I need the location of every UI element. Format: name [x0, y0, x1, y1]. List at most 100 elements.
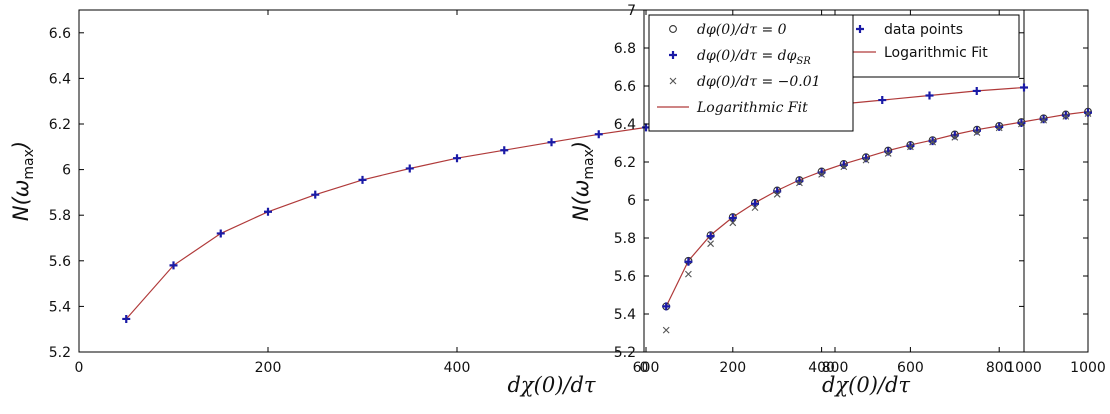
x-tick-label: 1000 — [1070, 360, 1106, 376]
y-axis-label-main: N(ω — [9, 180, 33, 222]
y-tick-label: 6 — [627, 193, 636, 209]
data-point-plus — [1020, 83, 1028, 92]
x-tick-label: 800 — [822, 360, 849, 376]
data-point-plus — [995, 122, 1004, 131]
data-point-plus — [453, 154, 461, 163]
legend-entry-text: dφ(0)/dτ = dφ — [697, 48, 797, 64]
x-axis-label: dχ(0)/dτ — [822, 373, 910, 397]
legend-entry-subscript: SR — [796, 56, 811, 67]
y-axis-label: N(ωmax) — [9, 141, 37, 221]
x-axis-label: dχ(0)/dτ — [507, 373, 595, 397]
data-point-x — [685, 270, 692, 278]
data-point-plus — [906, 141, 915, 150]
data-point-plus — [500, 146, 509, 155]
legend-entry-text: Logarithmic Fit — [884, 45, 988, 61]
y-tick-label: 5.8 — [49, 208, 71, 224]
plot-frame — [78, 9, 1025, 353]
legend-swatch-circle — [669, 25, 677, 33]
data-point-plus — [928, 137, 937, 146]
x-tick-label: 200 — [719, 360, 746, 376]
data-point-plus — [662, 302, 671, 311]
data-point-x — [751, 204, 759, 211]
data-point-plus — [878, 96, 887, 105]
legend-entry-text: dφ(0)/dτ = 0 — [697, 22, 787, 38]
data-point-x — [1040, 116, 1047, 124]
data-point-plus — [751, 199, 759, 208]
data-point-x — [1062, 113, 1070, 120]
data-point-plus — [925, 91, 934, 100]
y-tick-label: 6.6 — [614, 79, 636, 95]
data-point-plus — [728, 214, 737, 223]
data-point-plus — [169, 261, 178, 270]
y-axis-label-close: ) — [569, 141, 593, 151]
y-tick-label: 5.4 — [614, 307, 636, 323]
x-tick-label: 600 — [897, 360, 924, 376]
y-tick-label: 6.2 — [49, 117, 71, 133]
legend-entry-label: Logarithmic Fit — [696, 100, 808, 116]
data-point-x — [862, 156, 870, 164]
data-point-x — [907, 143, 914, 151]
data-point-x — [1018, 120, 1025, 128]
data-point-plus — [547, 138, 556, 147]
y-tick-label: 6 — [62, 163, 71, 179]
series-line-fit — [125, 86, 1025, 320]
legend-entry-text: dφ(0)/dτ = −0.01 — [697, 74, 821, 90]
y-tick-label: 5.6 — [614, 269, 636, 285]
x-tick-label: 600 — [633, 360, 660, 376]
x-tick-label: 400 — [808, 360, 835, 376]
legend-entry-label: dφ(0)/dτ = dφSR — [697, 48, 811, 67]
legend-entry-text: Logarithmic Fit — [696, 100, 808, 116]
data-point-plus — [972, 86, 981, 95]
x-tick-label: 400 — [444, 360, 471, 376]
x-tick-label: 1000 — [1006, 360, 1042, 376]
data-point-x — [1084, 110, 1092, 117]
y-axis-label-close: ) — [9, 141, 33, 151]
legend-swatch-x — [669, 77, 677, 85]
data-point-x — [662, 326, 670, 334]
y-tick-label: 5.2 — [614, 345, 636, 361]
y-tick-label: 6.4 — [614, 117, 636, 133]
data-point-x — [884, 150, 892, 157]
data-point-plus — [216, 229, 225, 238]
right-chart: 0 200 400 600 800 10005.25.45.65.866.26.46.66… — [569, 3, 1106, 397]
data-point-plus — [311, 190, 320, 199]
y-axis-label-sub: max — [21, 149, 37, 180]
data-point-plus — [358, 175, 367, 184]
data-point-x — [973, 129, 981, 136]
x-tick-label: 800 — [986, 360, 1013, 376]
y-tick-label: 5.2 — [49, 345, 71, 361]
plot-frame — [643, 9, 1089, 353]
data-point-plus — [684, 257, 693, 266]
data-point-x — [840, 163, 848, 171]
y-axis-label: N(ωmax) — [569, 141, 597, 221]
legend-entry-label: data points — [884, 22, 963, 38]
data-point-x — [929, 138, 936, 146]
data-point-plus — [706, 232, 715, 241]
data-point-plus — [405, 164, 414, 173]
data-point-x — [995, 124, 1003, 132]
y-tick-label: 6.2 — [614, 155, 636, 171]
data-point-x — [707, 240, 714, 248]
data-point-x — [818, 170, 825, 178]
series-line-fit — [665, 111, 1089, 307]
legend: data points Logarithmic Fit — [835, 14, 1020, 78]
legend-swatch-plus — [856, 25, 864, 33]
data-point-plus — [1084, 108, 1092, 117]
legend-entry-label: dφ(0)/dτ = −0.01 — [697, 74, 821, 90]
x-tick-label: 200 — [255, 360, 282, 376]
y-tick-label: 5.4 — [49, 299, 71, 315]
legend-entry-label: dφ(0)/dτ = 0 — [697, 22, 787, 38]
data-point-plus — [264, 207, 272, 216]
legend: dφ(0)/dτ = 0 dφ(0)/dτ = dφSR dφ(0)/dτ = −0… — [648, 14, 854, 132]
legend-box — [648, 14, 854, 132]
left-chart: 0 200 400 600 800 10005.25.45.65.866.26.46.6d… — [9, 9, 1042, 397]
data-point-x — [729, 219, 737, 227]
y-tick-label: 5.6 — [49, 254, 71, 270]
y-tick-label: 6.4 — [49, 71, 71, 87]
y-tick-label: 6.6 — [49, 26, 71, 42]
data-point-plus — [1039, 115, 1048, 124]
data-point-x — [773, 190, 781, 198]
y-tick-label: 5.8 — [614, 231, 636, 247]
x-tick-label: 0 — [640, 360, 649, 376]
